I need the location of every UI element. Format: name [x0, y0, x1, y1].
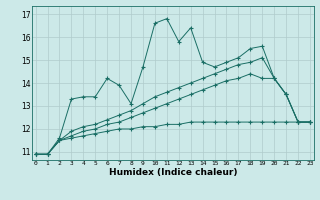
- X-axis label: Humidex (Indice chaleur): Humidex (Indice chaleur): [108, 168, 237, 177]
